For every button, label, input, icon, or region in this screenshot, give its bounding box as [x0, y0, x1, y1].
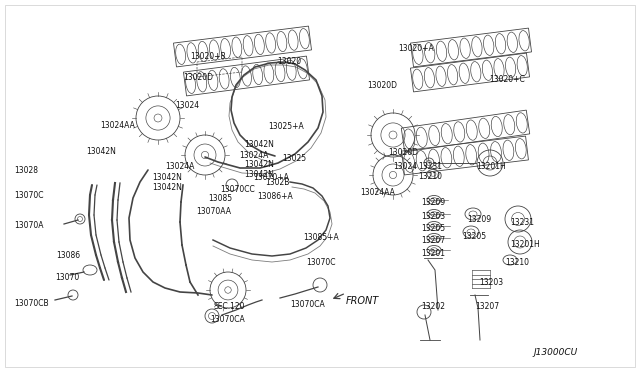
Text: 13042N: 13042N	[244, 160, 274, 169]
Text: SEC.120: SEC.120	[213, 302, 244, 311]
Text: 13070CA: 13070CA	[290, 300, 324, 309]
Text: 13025: 13025	[282, 154, 306, 163]
Text: 13205: 13205	[421, 224, 445, 233]
Text: 13207: 13207	[475, 302, 499, 311]
Text: 13024AA: 13024AA	[100, 121, 135, 130]
Text: 13207: 13207	[421, 236, 445, 245]
Text: 13024: 13024	[393, 162, 417, 171]
Text: 13203: 13203	[421, 212, 445, 221]
Text: 13020D: 13020D	[388, 148, 418, 157]
Text: 13020+B: 13020+B	[190, 52, 226, 61]
Text: 13205: 13205	[462, 232, 486, 241]
Text: 13201H: 13201H	[510, 240, 540, 249]
Text: 13070A: 13070A	[14, 221, 44, 230]
Text: 13042N: 13042N	[86, 147, 116, 156]
Text: 13231: 13231	[418, 162, 442, 171]
Text: 13025+A: 13025+A	[268, 122, 304, 131]
Text: 13202: 13202	[421, 302, 445, 311]
Text: FRONT: FRONT	[346, 296, 380, 306]
Text: 13042N: 13042N	[244, 170, 274, 179]
Text: 13201: 13201	[421, 249, 445, 258]
Text: 13210: 13210	[418, 172, 442, 181]
Text: 13086: 13086	[56, 251, 80, 260]
Text: 13070CA: 13070CA	[210, 315, 244, 324]
Text: 13024A: 13024A	[239, 151, 268, 160]
Text: 1302B: 1302B	[265, 178, 289, 187]
Text: 13020+A: 13020+A	[398, 44, 434, 53]
Text: 13028: 13028	[14, 166, 38, 175]
Text: J13000CU: J13000CU	[533, 348, 577, 357]
Text: 13070+A: 13070+A	[253, 173, 289, 182]
Text: 13024: 13024	[175, 101, 199, 110]
Text: 13201H: 13201H	[476, 162, 506, 171]
Text: 13020: 13020	[277, 57, 301, 66]
Text: 13231: 13231	[510, 218, 534, 227]
Text: 13070AA: 13070AA	[196, 207, 231, 216]
Text: 13020+C: 13020+C	[489, 75, 525, 84]
Text: 13070C: 13070C	[14, 191, 44, 200]
Text: 13209: 13209	[467, 215, 491, 224]
Text: 13209: 13209	[421, 198, 445, 207]
Text: 13024A: 13024A	[165, 162, 195, 171]
Text: 13042N: 13042N	[244, 140, 274, 149]
Text: 13070CB: 13070CB	[14, 299, 49, 308]
Text: 13085: 13085	[208, 194, 232, 203]
Text: 13042N: 13042N	[152, 183, 182, 192]
Text: 13210: 13210	[505, 258, 529, 267]
Text: 13020D: 13020D	[183, 73, 213, 82]
Text: 13024AA: 13024AA	[360, 188, 395, 197]
Text: 13086+A: 13086+A	[257, 192, 292, 201]
Text: 13070C: 13070C	[306, 258, 335, 267]
Text: 13020D: 13020D	[367, 81, 397, 90]
Text: 13070CC: 13070CC	[220, 185, 255, 194]
Text: 13085+A: 13085+A	[303, 233, 339, 242]
Text: 13070: 13070	[55, 273, 79, 282]
Text: 13203: 13203	[479, 278, 503, 287]
Text: 13042N: 13042N	[152, 173, 182, 182]
